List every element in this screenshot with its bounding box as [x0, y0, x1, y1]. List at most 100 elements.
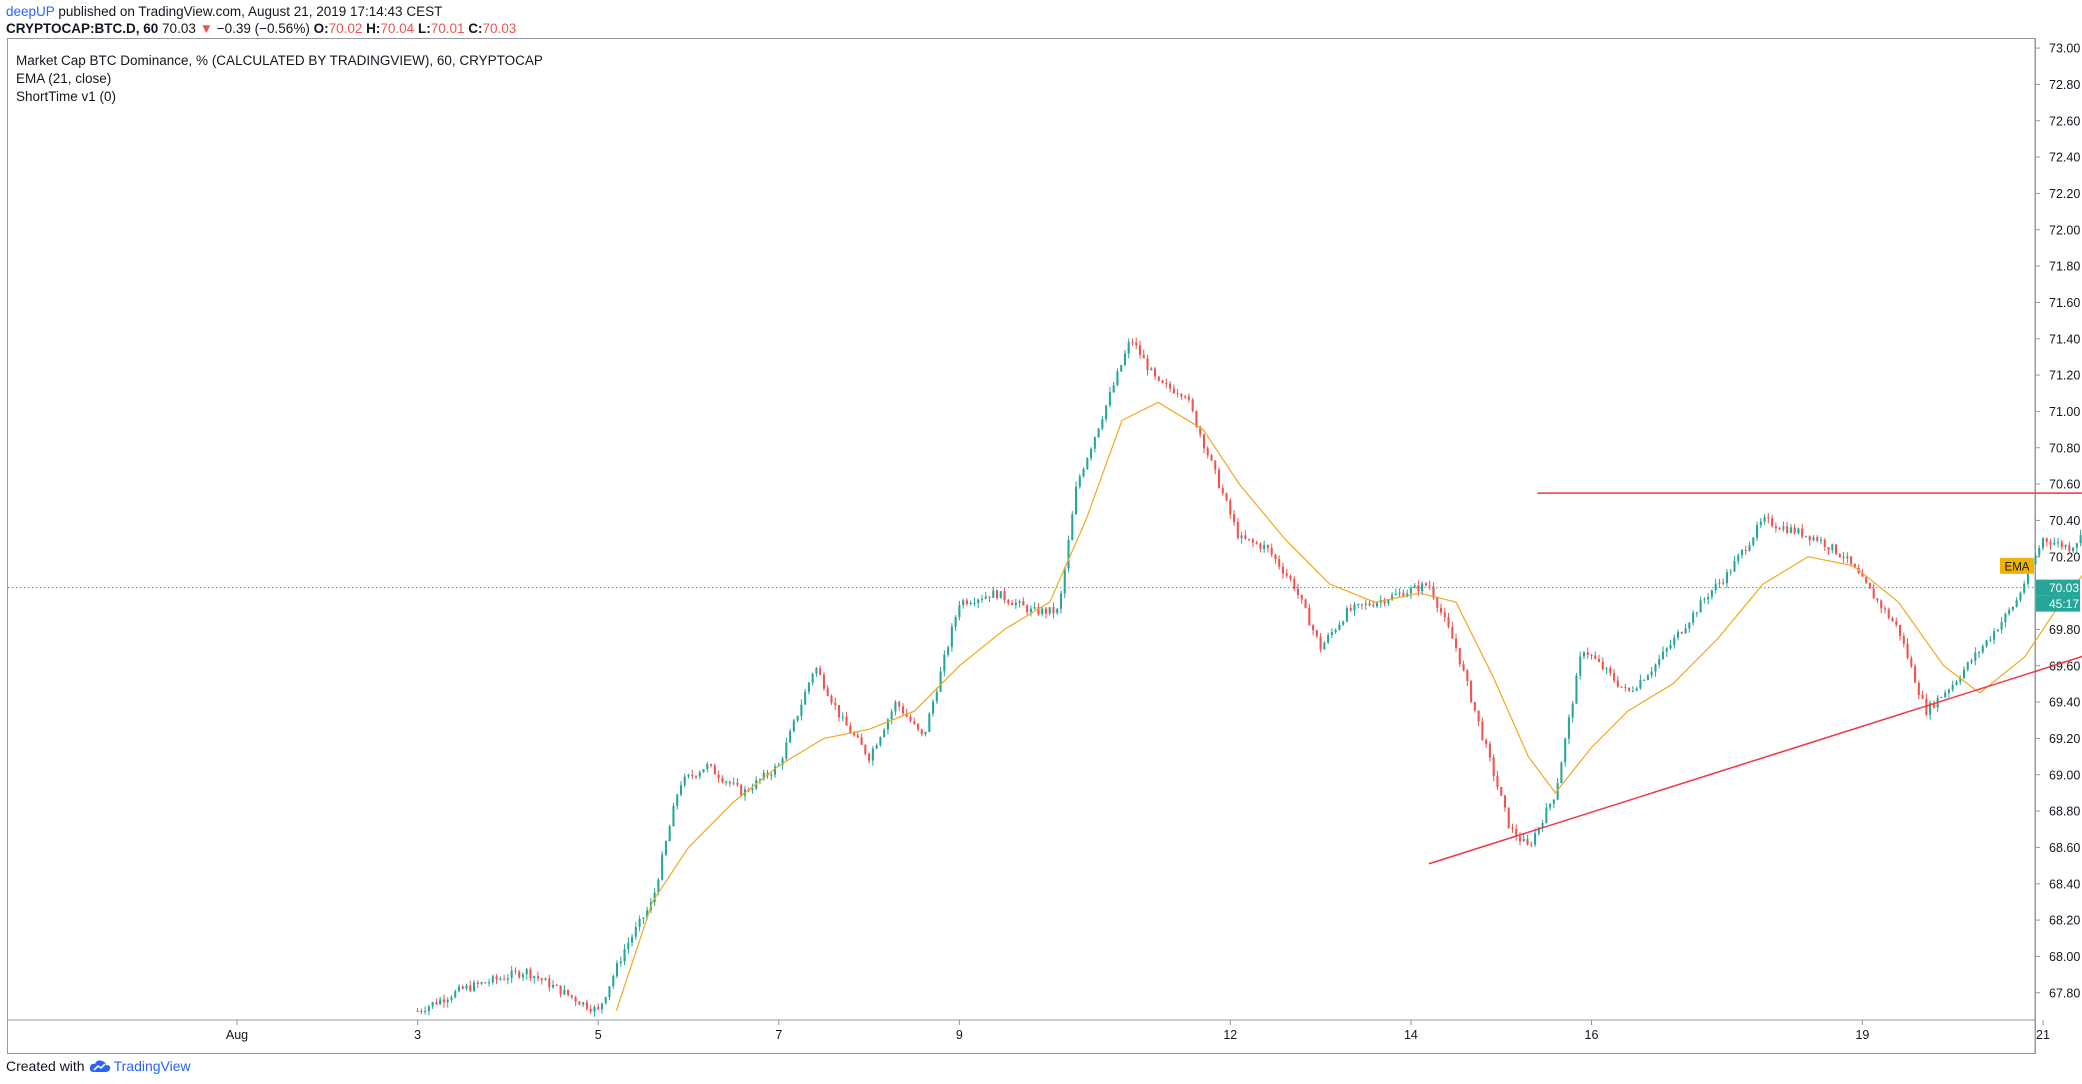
candle-body	[815, 668, 818, 674]
price-tick-label: 68.00	[2049, 950, 2080, 964]
candle-body	[578, 1001, 581, 1005]
candle-body	[457, 986, 461, 992]
price-tick-label: 68.40	[2049, 877, 2080, 891]
candle-body	[785, 742, 788, 759]
candle-body	[450, 997, 453, 1000]
candle-body	[871, 748, 874, 761]
candle-body	[1353, 604, 1356, 611]
candle-body	[510, 970, 513, 979]
candle-body	[995, 590, 999, 599]
candle-body	[1485, 740, 1488, 745]
candle-body	[1594, 655, 1597, 659]
candle-body	[544, 978, 547, 981]
candle-body	[593, 1006, 596, 1012]
candle-body	[890, 711, 893, 720]
tradingview-logo-link[interactable]: TradingView	[89, 1058, 191, 1074]
symbol-label: CRYPTOCAP:BTC.D, 60	[6, 21, 159, 36]
candle-body	[1887, 609, 1890, 619]
candle-body	[1308, 607, 1311, 626]
candle-body	[1861, 573, 1864, 577]
candle-body	[916, 723, 920, 730]
candle-body	[1541, 823, 1544, 828]
candle-body	[619, 961, 622, 964]
candle-body	[514, 970, 517, 972]
candle-body	[935, 691, 938, 702]
candle-body	[1251, 539, 1254, 543]
ema-line	[615, 401, 2082, 1012]
high-value: 70.04	[380, 21, 415, 36]
candle-body	[694, 776, 698, 778]
candle-body	[1334, 629, 1337, 633]
candle-body	[1515, 829, 1518, 837]
legend-shorttime-study[interactable]: ShortTime v1 (0)	[16, 89, 117, 104]
candle-body	[1944, 692, 1947, 698]
support-trendline	[1428, 655, 2082, 865]
candle-body	[1327, 635, 1330, 643]
candle-body	[676, 794, 679, 806]
candle-body	[1725, 572, 1728, 584]
price-tick-label: 72.60	[2049, 114, 2080, 128]
legend-ema-study[interactable]: EMA (21, close)	[16, 71, 112, 86]
candle-body	[1086, 458, 1089, 470]
candle-body	[1323, 642, 1326, 650]
candle-body	[804, 691, 807, 705]
candle-body	[1831, 544, 1834, 550]
candle-body	[1123, 353, 1126, 366]
price-tick-label: 68.60	[2049, 841, 2080, 855]
candle-body	[1940, 697, 1943, 699]
legend-series-title[interactable]: Market Cap BTC Dominance, % (CALCULATED …	[16, 53, 543, 68]
candle-body	[1071, 514, 1074, 541]
candle-body	[484, 982, 487, 984]
candle-body	[454, 991, 457, 998]
candle-body	[631, 936, 634, 943]
low-label: L:	[417, 21, 431, 36]
candle-body	[758, 779, 762, 781]
candle-body	[661, 854, 664, 880]
candle-body	[1376, 602, 1379, 607]
candle-body	[1511, 827, 1514, 830]
candle-body	[672, 805, 675, 827]
candle-body	[1372, 605, 1375, 607]
candle-body	[1342, 621, 1345, 625]
price-tick-label: 67.80	[2049, 986, 2080, 1000]
price-tick-label: 68.80	[2049, 805, 2080, 819]
candle-body	[2057, 541, 2060, 543]
candle-body	[830, 695, 833, 703]
candle-body	[1556, 783, 1559, 800]
candle-body	[1778, 528, 1781, 530]
candle-body	[1966, 662, 1969, 670]
candle-body	[2023, 583, 2026, 593]
price-badges: EMA 70.03 45:17	[2000, 557, 2080, 612]
time-tick-label: 3	[414, 1028, 421, 1042]
price-tick-label: 70.60	[2049, 478, 2080, 492]
price-tick-label: 70.40	[2049, 514, 2080, 528]
candle-body	[1673, 637, 1676, 645]
candle-body	[1605, 668, 1608, 670]
candle-body	[559, 985, 562, 995]
candle-body	[2019, 592, 2022, 601]
candle-body	[1315, 630, 1318, 637]
candle-body	[570, 995, 573, 998]
candle-body	[1169, 383, 1172, 389]
candle-body	[1808, 535, 1811, 541]
candle-body	[1364, 603, 1367, 605]
candle-body	[1424, 583, 1427, 586]
candle-body	[615, 963, 619, 977]
candle-body	[1823, 539, 1826, 548]
candle-body	[424, 1011, 427, 1013]
candle-body	[819, 668, 822, 675]
candle-body	[1274, 554, 1277, 560]
time-axis[interactable]: 29Aug3579121416192123262830Sep3579	[0, 1019, 2082, 1042]
candle-body	[1466, 670, 1469, 682]
price-axis[interactable]: 67.80 68.00 68.20 68.40 68.60 68.80 69.00 69.20…	[2034, 39, 2080, 1054]
author-link[interactable]: deepUP	[6, 4, 55, 19]
tradingview-cloud-icon	[89, 1060, 110, 1072]
candle-body	[1214, 460, 1217, 470]
candle-body	[792, 720, 795, 732]
candle-body	[634, 927, 637, 937]
candle-body	[1266, 545, 1269, 548]
candle-body	[1880, 600, 1883, 609]
price-tick-label: 72.40	[2049, 151, 2080, 165]
candle-body	[770, 774, 773, 776]
